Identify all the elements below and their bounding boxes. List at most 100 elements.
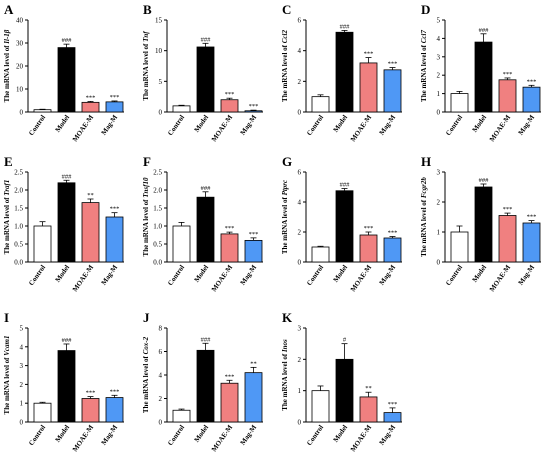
significance-label: *** bbox=[225, 91, 235, 98]
bar-control bbox=[172, 225, 191, 263]
y-axis-label: The mRNA level of Il-1β bbox=[3, 29, 11, 102]
panel-letter: H bbox=[421, 154, 431, 169]
y-axis-label-gene: Ptprc bbox=[281, 180, 289, 196]
significance-label: ### bbox=[62, 173, 73, 180]
x-tick-label: MOAE-M bbox=[349, 113, 373, 143]
y-tick-label: 3 bbox=[437, 169, 441, 177]
significance-label: *** bbox=[503, 71, 513, 78]
y-axis-label: The mRNA level of Ptprc bbox=[281, 180, 289, 254]
x-tick-label: Mag-M bbox=[239, 423, 259, 446]
panel-letter: A bbox=[4, 2, 14, 17]
y-tick-label: 0 bbox=[159, 419, 163, 427]
x-tick-label: Mag-M bbox=[517, 263, 537, 286]
y-axis-label-prefix: The mRNA level of bbox=[3, 356, 11, 415]
y-tick-label: 6 bbox=[298, 17, 302, 25]
y-tick-label: 0.5 bbox=[14, 241, 23, 249]
y-tick-label: 2 bbox=[298, 229, 302, 237]
bar-moae-m bbox=[498, 215, 517, 263]
y-axis-label-prefix: The mRNA level of bbox=[281, 195, 289, 254]
y-tick-label: 8 bbox=[159, 325, 163, 333]
significance-label: *** bbox=[249, 103, 259, 110]
y-tick-label: 4 bbox=[298, 47, 302, 55]
panel-h: H 0 1 2 3 The mRNA level of Fcgr2b Control ### M… bbox=[420, 154, 541, 293]
y-tick-label: 5 bbox=[159, 78, 163, 86]
y-tick-label: 1 bbox=[20, 400, 24, 408]
x-tick-label: MOAE-M bbox=[210, 263, 234, 293]
significance-label: ### bbox=[62, 37, 73, 44]
panel-letter: C bbox=[282, 2, 291, 17]
bar-mag-m bbox=[383, 412, 402, 423]
y-axis-label-prefix: The mRNA level of bbox=[420, 43, 428, 102]
significance-label: ** bbox=[365, 385, 372, 392]
x-tick-label: Control bbox=[27, 114, 47, 138]
y-tick-label: 40 bbox=[16, 17, 24, 25]
panel-i: I 0 1 2 3 4 5 The mRNA level of Vcam1 Control ###… bbox=[3, 310, 124, 453]
y-tick-label: 3 bbox=[298, 325, 302, 333]
x-tick-label: Mag-M bbox=[100, 423, 120, 446]
bar-control bbox=[33, 402, 52, 423]
x-tick-label: Mag-M bbox=[100, 263, 120, 286]
x-tick-label: Model bbox=[54, 264, 72, 284]
y-axis-label-prefix: The mRNA level of bbox=[3, 44, 11, 103]
y-axis-label-gene: Fcgr2b bbox=[420, 177, 428, 199]
bar-mag-m bbox=[105, 397, 124, 423]
panel-d: D 0 1 2 3 4 5 The mRNA level of Ccl7 Control ### M… bbox=[420, 2, 541, 143]
panel-letter: J bbox=[143, 310, 150, 325]
x-tick-label: Model bbox=[54, 424, 72, 444]
bar-moae-m bbox=[359, 234, 378, 263]
significance-label: *** bbox=[364, 225, 374, 232]
panel-letter: I bbox=[4, 310, 9, 325]
x-tick-label: Control bbox=[305, 114, 325, 138]
y-axis-label: The mRNA level of Ccl7 bbox=[420, 30, 428, 102]
panel-letter: E bbox=[4, 154, 13, 169]
y-tick-label: 0.0 bbox=[153, 259, 162, 267]
x-tick-label: MOAE-M bbox=[71, 263, 95, 293]
panel-letter: K bbox=[282, 310, 293, 325]
bar-model bbox=[57, 350, 76, 423]
bar-moae-m bbox=[81, 202, 100, 263]
x-tick-label: Mag-M bbox=[378, 423, 398, 446]
x-tick-label: Model bbox=[471, 114, 489, 134]
bar-moae-m bbox=[81, 398, 100, 423]
y-tick-label: 2.5 bbox=[14, 169, 23, 177]
y-tick-label: 0.0 bbox=[14, 259, 23, 267]
x-tick-label: MOAE-M bbox=[71, 113, 95, 143]
y-tick-label: 2.5 bbox=[153, 169, 162, 177]
y-axis-label: The mRNA level of Traf1 bbox=[3, 180, 11, 255]
x-tick-label: Model bbox=[193, 114, 211, 134]
y-tick-label: 2 bbox=[298, 78, 302, 86]
x-tick-label: Control bbox=[305, 424, 325, 448]
y-axis-label: The mRNA level of Vcam1 bbox=[3, 336, 11, 415]
y-axis-label: The mRNA level of Cox-2 bbox=[142, 336, 150, 413]
x-tick-label: Mag-M bbox=[378, 113, 398, 136]
significance-label: *** bbox=[527, 78, 537, 85]
y-tick-label: 0 bbox=[159, 109, 163, 117]
y-tick-label: 0 bbox=[298, 259, 302, 267]
x-tick-label: Model bbox=[54, 114, 72, 134]
y-axis-label: The mRNA level of Tnf bbox=[142, 31, 150, 101]
y-tick-label: 1.0 bbox=[153, 223, 162, 231]
y-tick-label: 30 bbox=[16, 40, 24, 48]
y-tick-label: 1 bbox=[298, 387, 302, 395]
y-axis-label-prefix: The mRNA level of bbox=[142, 42, 150, 101]
x-tick-label: Control bbox=[166, 424, 186, 448]
bar-mag-m bbox=[244, 372, 263, 423]
y-tick-label: 2 bbox=[298, 356, 302, 364]
bar-model bbox=[335, 31, 354, 113]
x-tick-label: MOAE-M bbox=[210, 423, 234, 453]
significance-label: ### bbox=[479, 177, 490, 184]
bar-control bbox=[450, 93, 469, 113]
significance-label: *** bbox=[249, 231, 259, 238]
y-tick-label: 15 bbox=[155, 17, 163, 25]
x-tick-label: Model bbox=[193, 424, 211, 444]
y-axis-label-prefix: The mRNA level of bbox=[281, 43, 289, 102]
x-tick-label: Mag-M bbox=[100, 113, 120, 136]
bar-control bbox=[311, 96, 330, 113]
y-tick-label: 5 bbox=[437, 17, 441, 25]
y-axis-label-gene: Cox-2 bbox=[142, 336, 150, 354]
y-tick-label: 1.5 bbox=[153, 205, 162, 213]
bar-mag-m bbox=[522, 222, 541, 263]
bar-model bbox=[335, 358, 354, 423]
bar-model bbox=[57, 182, 76, 263]
